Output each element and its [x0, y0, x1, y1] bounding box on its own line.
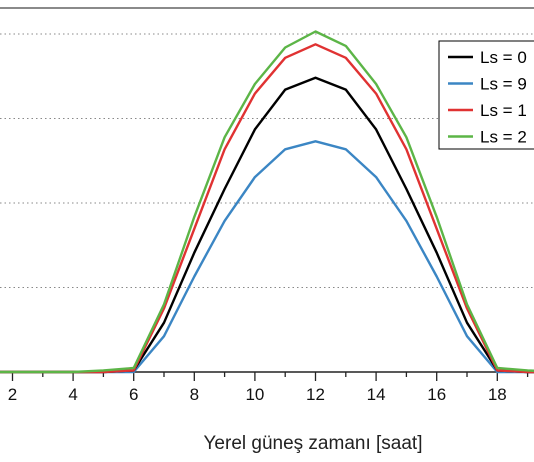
x-tick-label: 10: [245, 385, 264, 404]
series-line-4: [0, 30, 534, 374]
legend-label: Ls = 2: [480, 128, 527, 147]
legend-label: Ls = 9: [480, 75, 527, 94]
legend-box: [438, 40, 534, 150]
legend-label: Ls = 1: [480, 101, 527, 120]
legend-label: Ls = 0: [480, 48, 527, 67]
x-tick-label: 2: [8, 385, 17, 404]
x-axis-label: Yerel güneş zamanı [saat]: [204, 433, 423, 454]
x-tick-label: 8: [190, 385, 199, 404]
x-tick-label: 14: [367, 385, 386, 404]
x-axis-ticks: 2 4 6 8 10 12 14 16 18: [8, 372, 529, 404]
x-tick-label: 18: [488, 385, 507, 404]
grid-lines: [0, 33, 534, 288]
legend: Ls = 0 Ls = 9 Ls = 1 Ls = 2: [438, 40, 534, 150]
series-lines: [0, 30, 534, 374]
x-tick-label: 12: [306, 385, 325, 404]
x-tick-label: 6: [129, 385, 138, 404]
series-line-2: [0, 140, 534, 374]
x-tick-label: 4: [68, 385, 77, 404]
x-tick-label: 16: [427, 385, 446, 404]
